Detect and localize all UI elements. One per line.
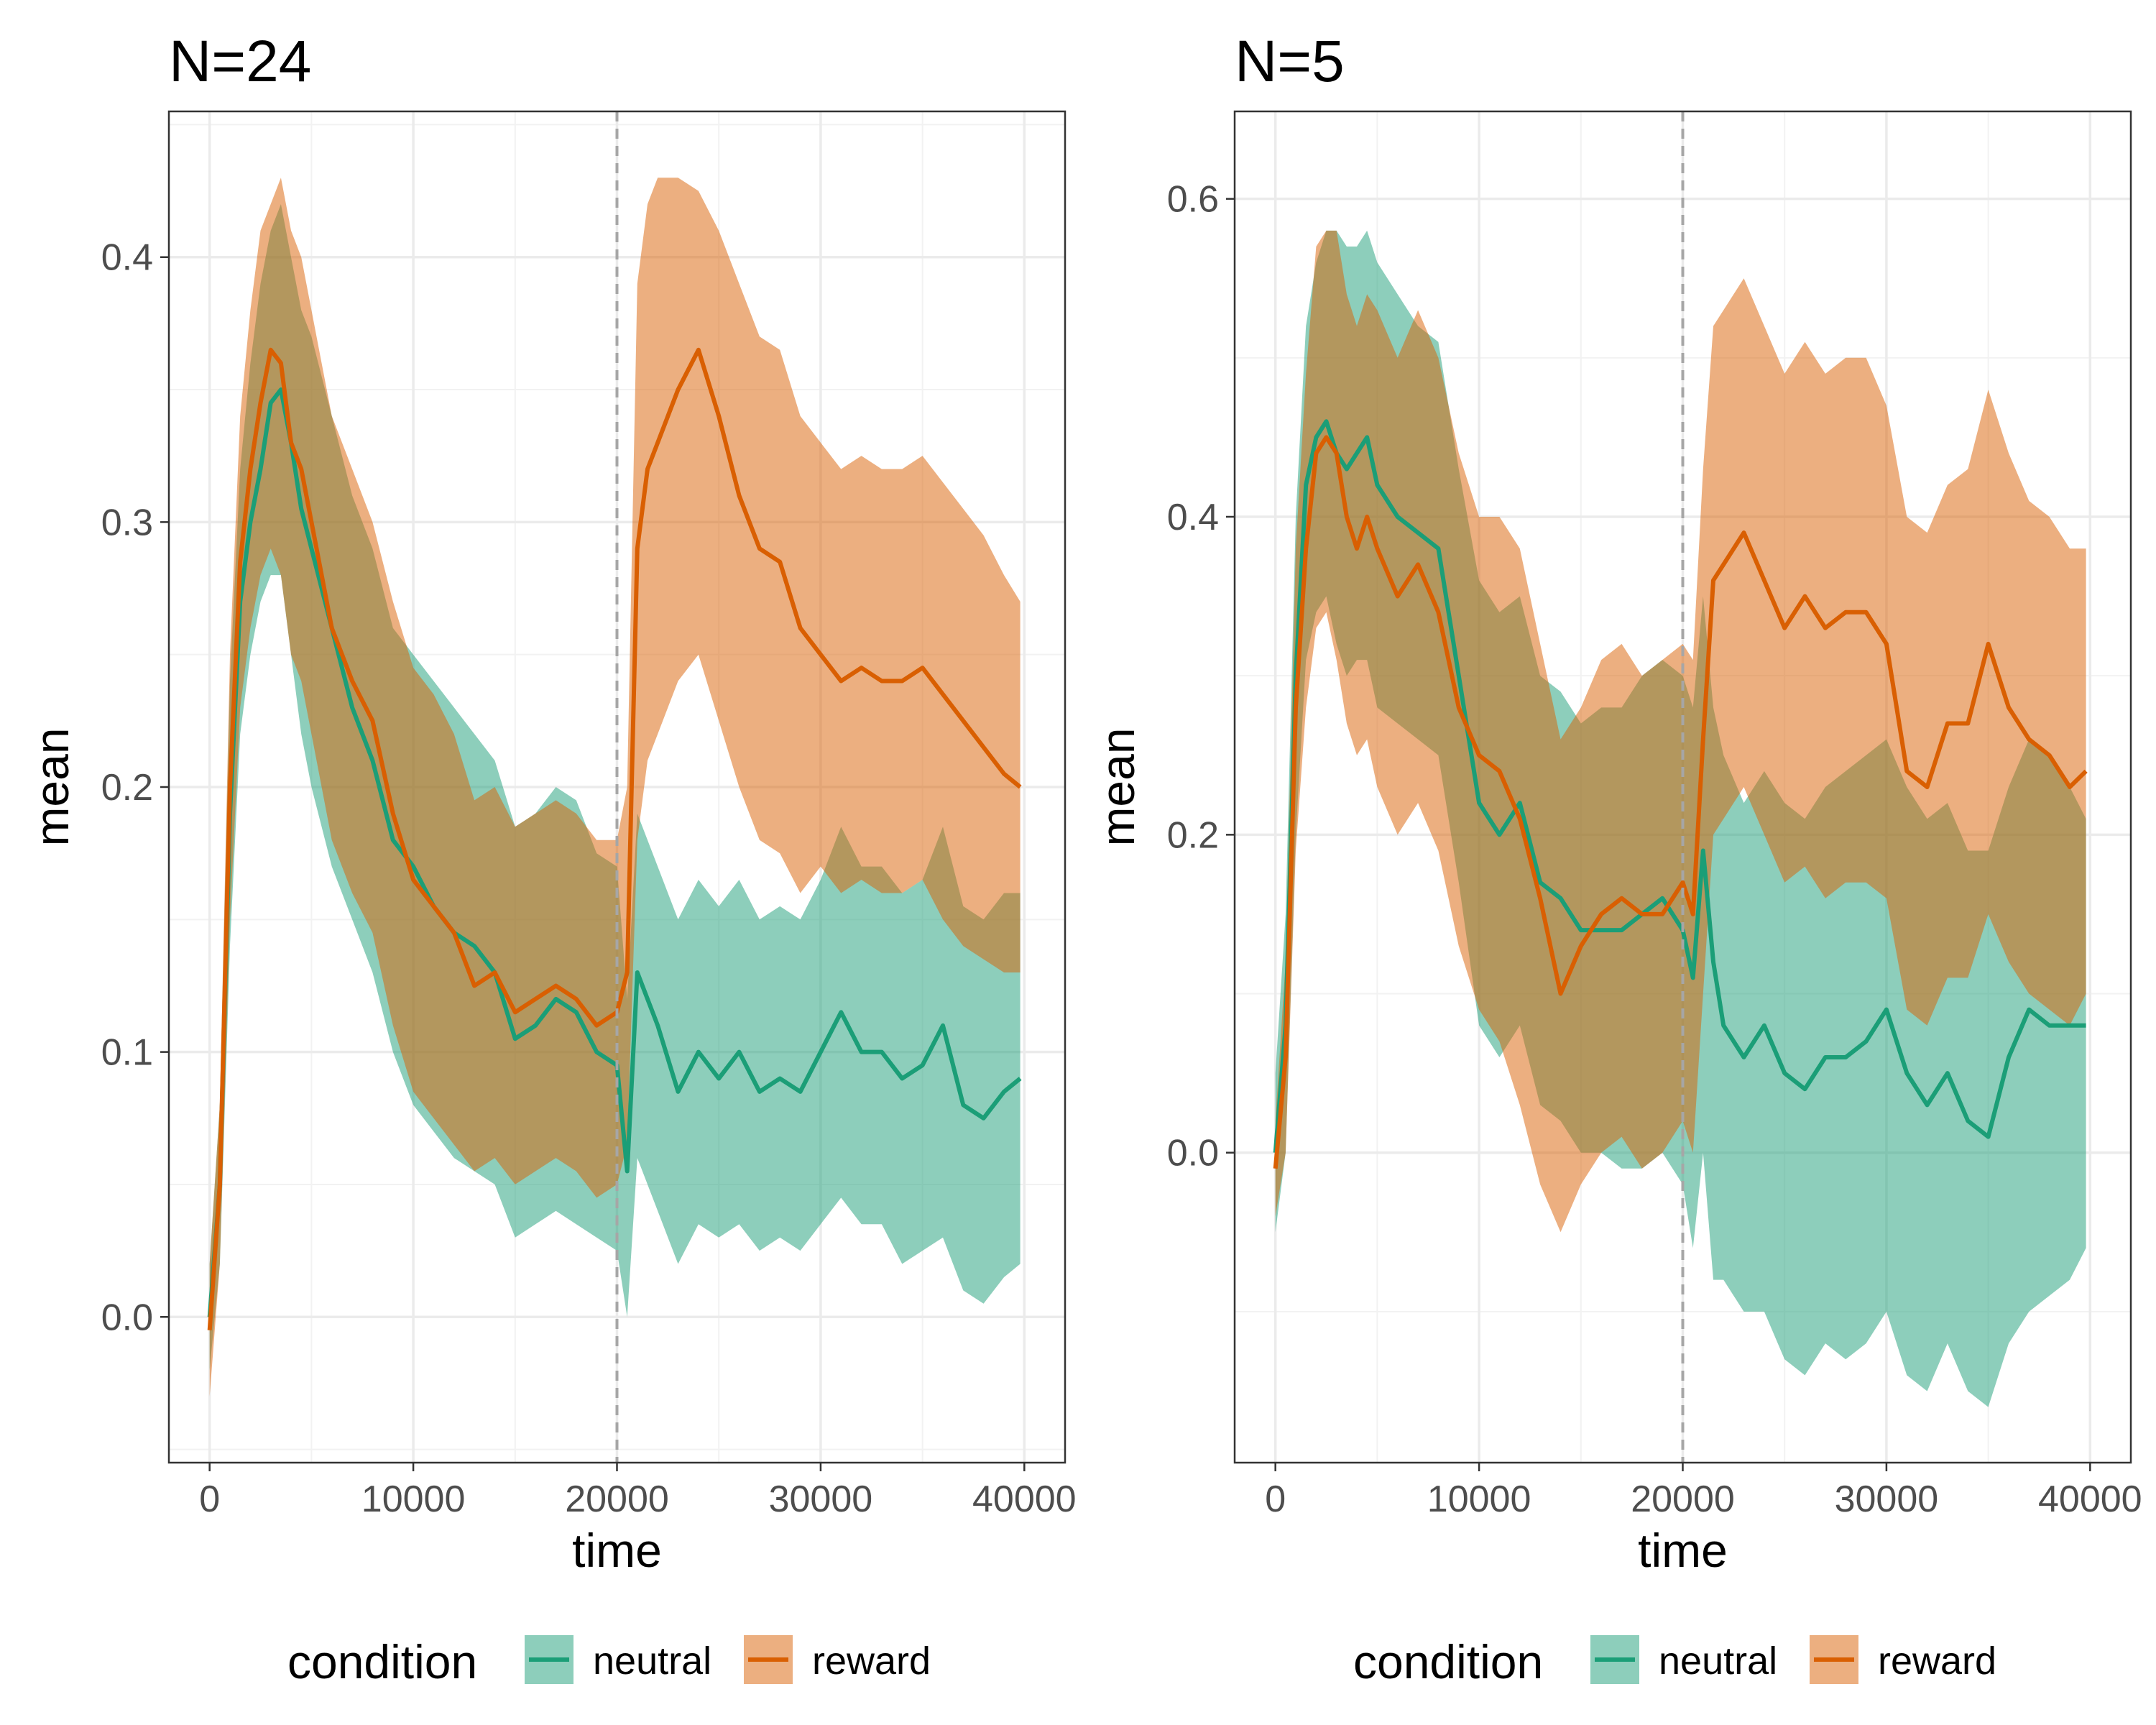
x-axis-title: time [1638, 1524, 1728, 1577]
legend-label-neutral: neutral [1659, 1639, 1777, 1683]
legend-label-reward: reward [812, 1639, 931, 1683]
series-line-reward [207, 347, 1022, 1330]
series-line-neutral [1273, 419, 2086, 1153]
chart-panel-0: N=24 0 10000 20000 30000 40000 0.0 0.1 0.2 0.3 0.4… [25, 29, 1077, 1688]
legend: condition neutral reward [1353, 1635, 1996, 1688]
legend-label-reward: reward [1878, 1639, 1996, 1683]
x-tick-label: 0 [199, 1478, 220, 1520]
x-tick-label: 10000 [1427, 1478, 1531, 1520]
y-tick-label: 0.4 [101, 237, 153, 279]
x-tick-label: 0 [1265, 1478, 1286, 1520]
y-tick-label: 0.6 [1167, 179, 1219, 221]
x-tick-label: 20000 [565, 1478, 669, 1520]
y-axis-title: mean [25, 727, 78, 846]
y-tick-label: 0.3 [101, 502, 153, 543]
y-tick-label: 0.4 [1167, 497, 1219, 538]
x-tick-label: 40000 [2038, 1478, 2142, 1520]
y-tick-label: 0.0 [1167, 1133, 1219, 1174]
x-axis-title: time [572, 1524, 662, 1577]
panels: N=24 0 10000 20000 30000 40000 0.0 0.1 0.2 0.3 0.4… [25, 29, 2142, 1688]
x-tick-label: 20000 [1631, 1478, 1735, 1520]
panel-title: N=5 [1235, 29, 1345, 94]
y-axis-title: mean [1091, 727, 1144, 846]
y-tick-label: 0.2 [1167, 814, 1219, 856]
chart-panel-1: N=5 0 10000 20000 30000 40000 0.0 0.2 0.4 0.6 time… [1091, 29, 2142, 1688]
y-tick-label: 0.1 [101, 1032, 153, 1074]
x-tick-label: 40000 [972, 1478, 1077, 1520]
y-tick-label: 0.2 [101, 767, 153, 809]
ribbon-reward [209, 178, 1021, 1397]
y-tick-label: 0.0 [101, 1297, 153, 1338]
legend-label-neutral: neutral [593, 1639, 711, 1683]
panel-title: N=24 [169, 29, 311, 94]
x-tick-label: 10000 [361, 1478, 466, 1520]
legend-title: condition [1353, 1635, 1543, 1688]
legend: condition neutral reward [287, 1635, 931, 1688]
x-tick-label: 30000 [769, 1478, 873, 1520]
x-tick-label: 30000 [1835, 1478, 1939, 1520]
ribbon-reward [1275, 230, 2086, 1233]
legend-title: condition [287, 1635, 477, 1688]
series-line-reward [1273, 435, 2088, 1169]
